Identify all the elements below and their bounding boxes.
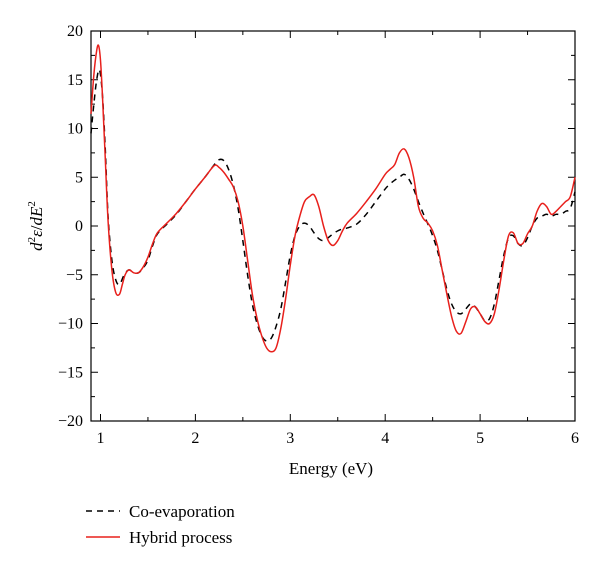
x-tick-labels: 1 2 3 4 5 6 [96, 430, 579, 447]
y-axis-title-d: d [27, 242, 46, 251]
y-tick-label: −15 [58, 364, 83, 381]
legend: Co-evaporation Hybrid process [86, 502, 235, 547]
legend-label-co-evaporation: Co-evaporation [129, 502, 235, 521]
y-tick-label: −5 [66, 267, 83, 284]
x-tick-label: 4 [381, 430, 389, 447]
legend-label-hybrid-process: Hybrid process [129, 528, 232, 547]
x-tick-label: 5 [476, 430, 484, 447]
y-tick-label: 0 [75, 218, 83, 235]
y-tick-label: 15 [67, 72, 83, 89]
y-axis-title-de: dE [27, 206, 46, 226]
y-axis-title-slash: / [27, 225, 46, 230]
y-tick-label: −10 [58, 316, 83, 333]
series-line-hybrid-process [90, 44, 576, 353]
y-axis-title: d2ε/dE2 [26, 201, 46, 251]
series-line-co-evaporation [90, 68, 576, 342]
y-axis-title-sup2: 2 [26, 201, 38, 207]
y-tick-label: 5 [75, 169, 83, 186]
x-tick-label: 2 [191, 430, 199, 447]
x-tick-label: 1 [96, 430, 104, 447]
axis-ticks [91, 30, 576, 422]
y-tick-label: 20 [67, 23, 83, 40]
y-axis-title-eps: ε [27, 230, 46, 237]
y-tick-labels: −20 −15 −10 −5 0 5 10 15 20 [58, 23, 83, 430]
x-tick-label: 6 [571, 430, 579, 447]
y-axis-title-sup1: 2 [26, 237, 38, 243]
x-tick-label: 3 [286, 430, 294, 447]
x-axis-title: Energy (eV) [289, 459, 373, 478]
y-tick-label: 10 [67, 121, 83, 138]
series-lines [90, 44, 576, 353]
y-tick-label: −20 [58, 413, 83, 430]
